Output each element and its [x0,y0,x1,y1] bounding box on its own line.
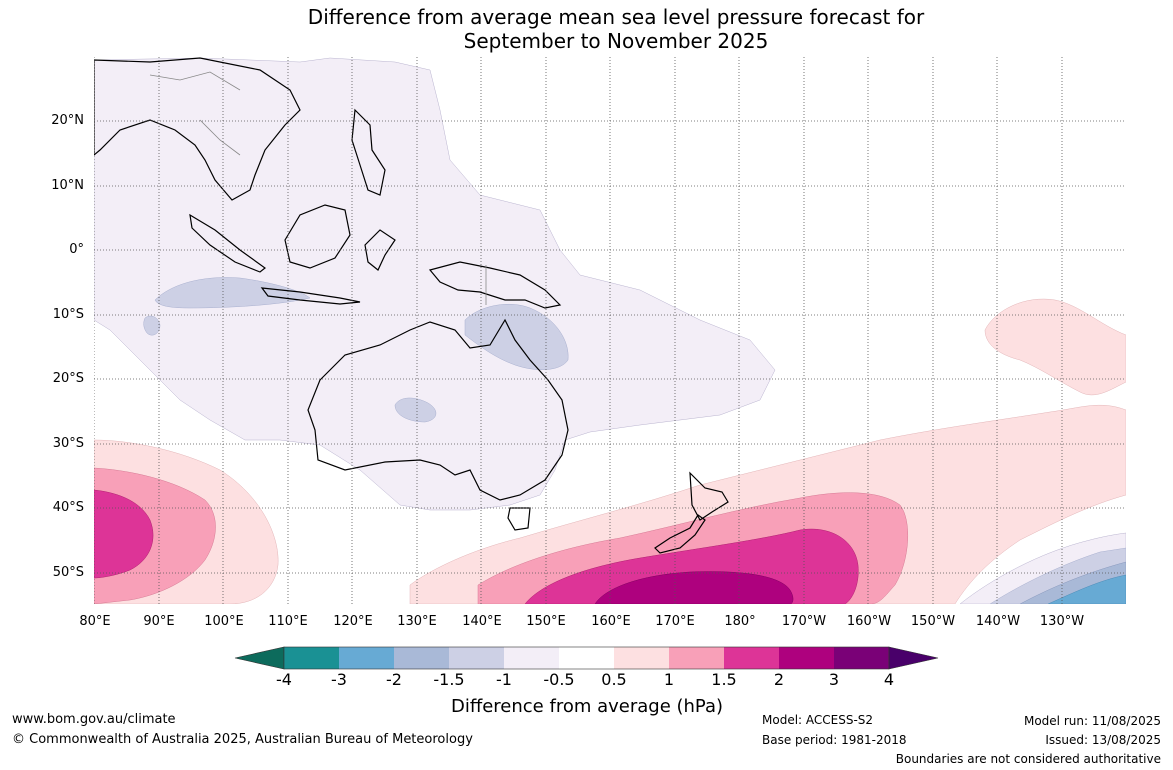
lon-label-130w: 130°W [1039,614,1085,629]
borders [149,71,487,305]
colorbar-tick-neg1: -1 [496,670,512,689]
coast-new-guinea [428,261,562,309]
colorbar-neg-05-05 [559,647,614,669]
colorbar-tick-neg05: -0.5 [543,670,575,689]
lon-label-150e: 150°E [526,614,566,629]
title-line-2: September to November 2025 [463,29,769,53]
base-period: Base period: 1981-2018 [762,733,907,747]
boundaries-disclaimer: Boundaries are not considered authoritat… [895,752,1161,766]
lat-label-40s: 40°S [52,500,84,515]
region-pos-2-3-se [594,571,794,604]
coast-australia [307,318,569,501]
region-neg-15-neg-1-a [154,277,311,309]
colorbar [234,646,939,670]
map-title: Difference from average mean sea level p… [0,5,1173,53]
lon-label-90e: 90°E [143,614,175,629]
colorbar-extend-low [234,646,285,670]
lat-label-20n: 20°N [51,113,84,128]
forecast-map [94,57,1126,604]
coast-sumatra [189,213,266,273]
lat-label-20s: 20°S [52,371,84,386]
region-neg-15-neg-1-b [143,315,161,336]
colorbar-tick-pos4: 4 [883,670,895,689]
copyright-text: © Commonwealth of Australia 2025, Austra… [12,732,473,747]
title-line-1: Difference from average mean sea level p… [307,5,925,29]
lon-label-140e: 140°E [462,614,502,629]
coast-sulawesi [364,229,396,271]
colorbar-tick-pos15: 1.5 [711,670,737,689]
issued-date: Issued: 13/08/2025 [1045,733,1161,747]
coast-java [260,287,361,305]
lon-label-130e: 130°E [397,614,437,629]
region-neg-15-neg-1-d [394,397,437,423]
region-neg-3-neg-2-se [1047,574,1126,604]
lon-label-170w: 170°W [781,614,827,629]
colorbar-extend-high [888,646,939,670]
website-link[interactable]: www.bom.gov.au/climate [12,712,176,727]
lat-label-10n: 10°N [51,178,84,193]
colorbar-neg-3-neg-2 [339,647,394,669]
coast-nz-north [689,471,729,521]
colorbar-neg-4-neg-3 [284,647,339,669]
lon-label-180: 180° [724,614,756,629]
lat-label-0: 0° [69,242,84,257]
lat-label-10s: 10°S [52,307,84,322]
region-pos-15-2-sw [94,489,154,579]
lon-label-80e: 80°E [79,614,111,629]
colorbar-tick-pos1: 1 [663,670,675,689]
model-name: Model: ACCESS-S2 [762,713,874,727]
colorbar-tick-neg4: -4 [276,670,292,689]
colorbar-neg-2-neg-15 [394,647,449,669]
coast-borneo [284,204,351,269]
lon-label-150w: 150°W [910,614,956,629]
lat-label-30s: 30°S [52,436,84,451]
lon-label-170e: 170°E [655,614,695,629]
colorbar-pos-15-2 [724,647,779,669]
coast-philippines [351,108,386,196]
region-neg-15-neg-1-c [464,303,569,370]
lon-label-110e: 110°E [268,614,308,629]
lon-label-100e: 100°E [204,614,244,629]
region-pos-05-1-e [984,298,1126,396]
region-neg-1-neg-05 [94,57,776,511]
colorbar-tick-pos3: 3 [828,670,840,689]
colorbar-tick-pos2: 2 [773,670,785,689]
colorbar-pos-05-1 [614,647,669,669]
colorbar-tick-pos05: 0.5 [601,670,627,689]
model-run-date: Model run: 11/08/2025 [1023,714,1161,728]
colorbar-tick-neg3: -3 [331,670,347,689]
lon-label-160e: 160°E [591,614,631,629]
colorbar-tick-neg2: -2 [386,670,402,689]
coast-nz-south [654,514,706,554]
lon-label-140w: 140°W [975,614,1021,629]
colorbar-title: Difference from average (hPa) [450,696,724,717]
colorbar-neg-1-neg-05 [504,647,559,669]
coast-asia [94,57,301,201]
lon-label-120e: 120°E [333,614,373,629]
colorbar-pos-2-3 [779,647,834,669]
colorbar-tick-neg15: -1.5 [433,670,465,689]
lat-label-50s: 50°S [52,565,84,580]
colorbar-pos-1-15 [669,647,724,669]
colorbar-pos-3-4 [834,647,889,669]
coastlines [94,57,729,554]
lon-label-160w: 160°W [846,614,892,629]
colorbar-neg-15-neg-1 [449,647,504,669]
graticule [94,57,1126,604]
